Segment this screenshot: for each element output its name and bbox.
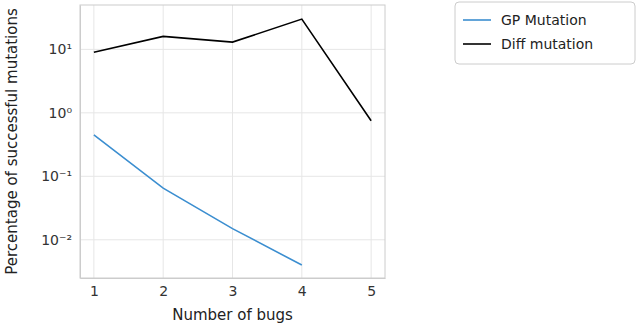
y-tick-label: 10¹ (49, 41, 72, 57)
legend: GP Mutation Diff mutation (455, 2, 635, 64)
y-axis: 10⁻² 10⁻¹ 10⁰ 10¹ (41, 6, 80, 279)
y-tick-label: 10⁻² (41, 232, 72, 248)
x-tick-label: 3 (229, 283, 238, 299)
x-tick: 5 (367, 278, 376, 299)
grid-line (232, 5, 233, 278)
legend-label: Diff mutation (501, 36, 593, 52)
y-tick: 10⁻² (41, 232, 80, 248)
y-tick: 10¹ (49, 41, 80, 57)
x-tick-label: 2 (159, 283, 168, 299)
y-tick: 10⁻¹ (41, 168, 80, 184)
x-tick-label: 4 (298, 283, 307, 299)
x-tick: 4 (298, 278, 307, 299)
grid-line (93, 5, 94, 278)
axis-line (80, 6, 81, 279)
legend-label: GP Mutation (501, 12, 587, 28)
grid-line (371, 5, 372, 278)
chart: 10⁻² 10⁻¹ 10⁰ 10¹ 1 2 3 4 5 Number of bugs Percent… (0, 0, 640, 328)
legend-box (455, 2, 635, 64)
x-tick: 1 (90, 278, 99, 299)
grid-line (163, 5, 164, 278)
legend-swatch (463, 19, 491, 21)
series-line (94, 19, 371, 121)
x-axis-title: Number of bugs (172, 306, 293, 324)
x-axis: 1 2 3 4 5 (81, 278, 386, 299)
grid (80, 5, 385, 278)
axis-line (81, 278, 386, 279)
x-tick: 3 (229, 278, 238, 299)
x-tick-label: 1 (90, 283, 99, 299)
series-line (94, 135, 302, 265)
y-tick-label: 10⁰ (49, 105, 73, 121)
series-group (94, 19, 371, 265)
y-tick: 10⁰ (49, 105, 80, 121)
x-tick: 2 (159, 278, 168, 299)
x-tick-label: 5 (367, 283, 376, 299)
plot: 10⁻² 10⁻¹ 10⁰ 10¹ 1 2 3 4 5 (41, 5, 385, 299)
y-axis-title: Percentage of successful mutations (3, 8, 21, 275)
plot-frame (80, 5, 385, 278)
legend-swatch (463, 43, 491, 45)
grid-line (301, 5, 302, 278)
y-tick-label: 10⁻¹ (41, 168, 72, 184)
